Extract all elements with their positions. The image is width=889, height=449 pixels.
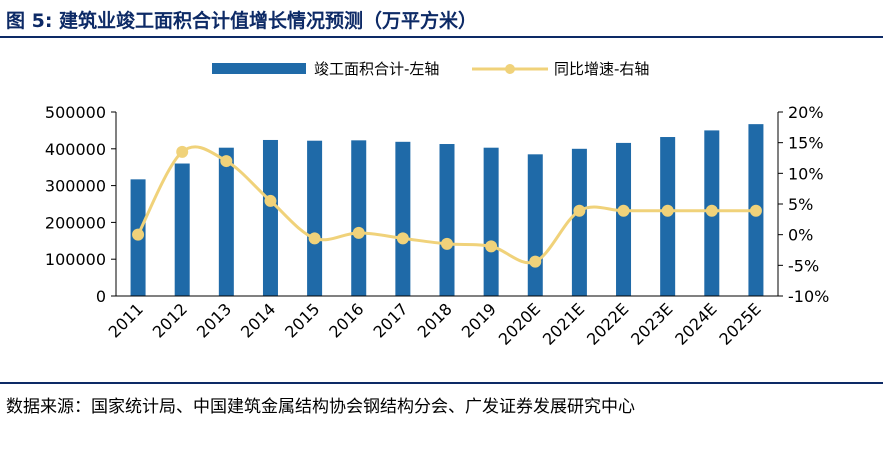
figure-title: 图 5: 建筑业竣工面积合计值增长情况预测（万平方米） (6, 10, 478, 32)
left-y-axis: 0 100000 200000 300000 400000 500000 (45, 103, 117, 306)
x-axis-label-2017: 2017 (369, 299, 411, 341)
bar-2014 (262, 139, 278, 296)
x-axis-label-2011: 2011 (105, 299, 147, 341)
x-axis-label-2016: 2016 (325, 299, 367, 341)
x-axis-label-2024E: 2024E (671, 299, 720, 348)
right-axis-tick-label: 20% (788, 103, 824, 122)
data-source-note: 数据来源：国家统计局、中国建筑金属结构协会钢结构分会、广发证券发展研究中心 (6, 397, 635, 417)
right-axis-tick-label: -10% (788, 287, 829, 306)
bar-2019 (483, 147, 499, 296)
bar-2022E (616, 142, 632, 296)
legend-swatch-bar (212, 63, 306, 74)
x-axis-label-2020E: 2020E (495, 299, 544, 348)
right-axis-tick-label: 0% (788, 226, 813, 245)
growth-point-2022E (617, 204, 630, 217)
growth-point-2018 (441, 237, 453, 250)
left-axis-tick-label: 400000 (45, 140, 106, 159)
bar-2012 (174, 163, 190, 296)
x-axis-label-2022E: 2022E (583, 299, 632, 348)
growth-point-2024E (705, 204, 718, 217)
growth-point-2019 (485, 240, 498, 253)
bar-2021E (571, 148, 587, 296)
legend-label-bar: 竣工面积合计-左轴 (314, 60, 439, 78)
x-axis-label-2018: 2018 (414, 299, 456, 341)
growth-point-2012 (176, 145, 189, 158)
right-y-axis: -10% -5% 0% 5% 10% 15% 20% (777, 103, 829, 306)
growth-point-2023E (661, 204, 674, 217)
left-axis-tick-label: 200000 (45, 213, 106, 232)
bar-2013 (218, 147, 234, 296)
x-axis-label-2013: 2013 (193, 299, 235, 341)
bar-2020E (527, 154, 543, 296)
x-axis-label-2015: 2015 (281, 299, 323, 341)
title-divider (0, 36, 883, 38)
growth-point-2014 (264, 194, 277, 207)
right-axis-tick-label: 15% (788, 134, 824, 153)
left-axis-tick-label: 0 (96, 287, 106, 306)
left-axis-tick-label: 100000 (45, 250, 106, 269)
bar-2018 (439, 144, 455, 296)
growth-point-2015 (308, 232, 321, 245)
legend-label-line: 同比增速-右轴 (554, 60, 649, 78)
line-series (132, 145, 762, 268)
bar-2017 (395, 141, 411, 296)
growth-point-2020E (529, 255, 542, 268)
bar-2016 (351, 140, 367, 296)
right-axis-tick-label: 10% (788, 164, 824, 183)
source-divider (0, 382, 883, 384)
x-axis-label-2021E: 2021E (539, 299, 588, 348)
growth-point-2016 (352, 226, 365, 239)
right-axis-tick-label: -5% (788, 256, 819, 275)
growth-point-2025E (749, 204, 762, 217)
chart-area: 竣工面积合计-左轴 同比增速-右轴 0 100000 200000 300000 4000… (45, 60, 829, 349)
left-axis-tick-label: 500000 (45, 103, 106, 122)
growth-point-2017 (396, 232, 409, 245)
x-axis-label-2014: 2014 (237, 299, 279, 341)
growth-point-2021E (573, 204, 586, 217)
bar-2015 (307, 140, 323, 296)
right-axis-tick-label: 5% (788, 195, 813, 214)
x-axis-label-2025E: 2025E (715, 299, 764, 348)
x-axis-label-2023E: 2023E (627, 299, 676, 348)
x-axis: 2011 2012 2013 2014 2015 2016 2017 2018 20192020… (105, 295, 778, 349)
x-axis-label-2012: 2012 (149, 299, 191, 341)
left-axis-tick-label: 300000 (45, 177, 106, 196)
legend-marker-line (505, 64, 515, 74)
growth-point-2011 (132, 228, 145, 241)
growth-point-2013 (220, 155, 233, 168)
chart-legend: 竣工面积合计-左轴 同比增速-右轴 (212, 60, 649, 78)
